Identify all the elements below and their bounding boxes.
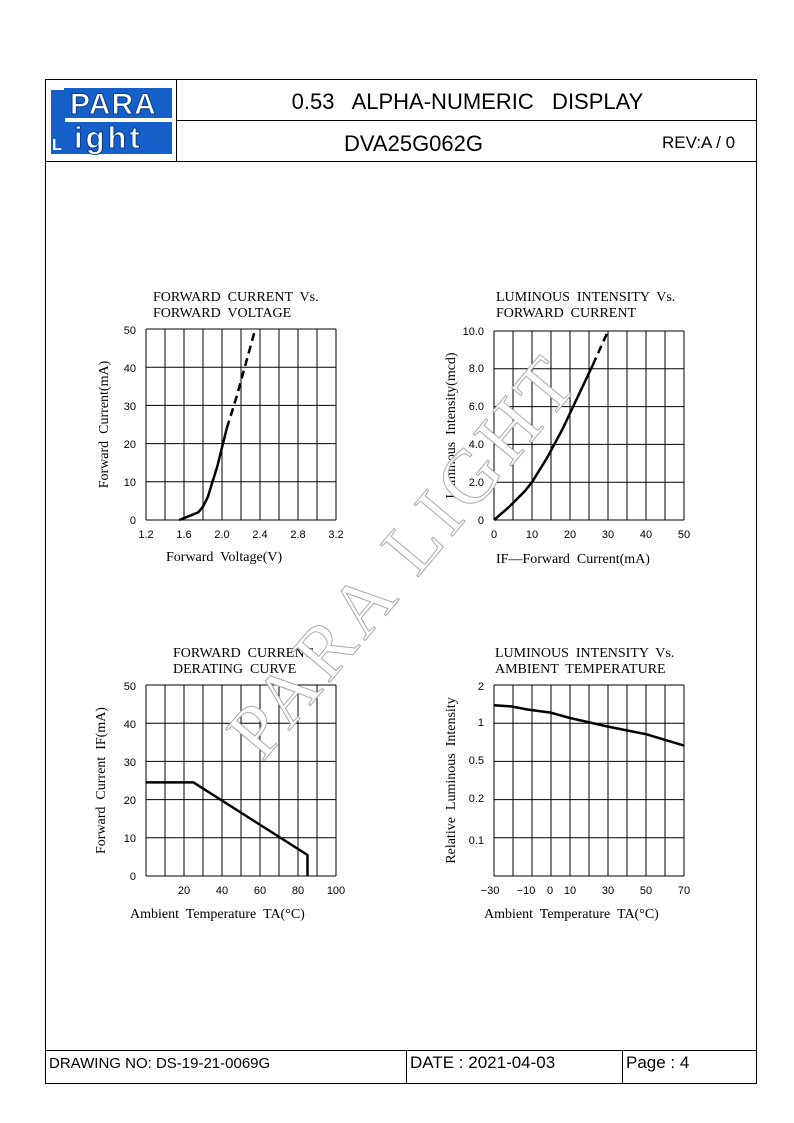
y-tick-label: 1 xyxy=(478,717,484,729)
x-axis-label: IF—Forward Current(mA) xyxy=(496,552,650,567)
x-tick-label: 30 xyxy=(602,885,614,897)
header-divider-bottom xyxy=(45,161,757,162)
y-tick-label: 20 xyxy=(124,439,136,451)
footer-divider-top xyxy=(45,1050,757,1051)
page-number: Page : 4 xyxy=(626,1053,690,1072)
x-tick-label: 0 xyxy=(547,885,553,897)
para-light-logo: PARA ight L xyxy=(50,84,174,156)
x-tick-label: 20 xyxy=(178,885,190,897)
page-frame xyxy=(45,79,757,1084)
x-tick-label: 2.8 xyxy=(290,529,305,541)
chart-1: FORWARD CURRENT Vs.FORWARD VOLTAGE 1.2 1.6… xyxy=(97,290,344,565)
y-tick-label: 10 xyxy=(124,833,136,845)
x-tick-label: 50 xyxy=(678,529,690,541)
chart-4: LUMINOUS INTENSITY Vs.AMBIENT TEMPERATUR… xyxy=(444,646,690,922)
footer-divider-2 xyxy=(622,1050,623,1084)
y-tick-label: 50 xyxy=(124,681,136,693)
y-tick-label: 2 xyxy=(478,681,484,693)
y-tick-label: 20 xyxy=(124,795,136,807)
x-tick-label: 80 xyxy=(292,885,304,897)
header-divider-middle xyxy=(176,120,756,121)
x-tick-label: 100 xyxy=(327,885,345,897)
x-tick-label: 40 xyxy=(640,529,652,541)
drawing-number: DRAWING NO: DS-19-21-0069G xyxy=(49,1055,271,1072)
x-tick-label: 50 xyxy=(640,885,652,897)
y-tick-label: 50 xyxy=(124,325,136,337)
x-tick-label: 1.6 xyxy=(176,529,191,541)
x-tick-label: 0 xyxy=(491,529,497,541)
x-tick-label: −30 xyxy=(481,885,500,897)
chart-title: FORWARD CURRENT Vs. xyxy=(153,290,319,305)
x-tick-label: 2.0 xyxy=(214,529,229,541)
x-tick-label: 70 xyxy=(678,885,690,897)
y-axis-label: Forward Current(mA) xyxy=(97,360,112,488)
chart-title: FORWARD VOLTAGE xyxy=(153,306,291,321)
x-tick-label: 3.2 xyxy=(328,529,343,541)
x-tick-label: 2.4 xyxy=(252,529,267,541)
x-axis-label: Forward Voltage(V) xyxy=(166,550,282,565)
x-tick-label: 30 xyxy=(602,529,614,541)
svg-text:ight: ight xyxy=(74,120,143,155)
svg-text:PARA: PARA xyxy=(70,88,157,121)
part-number: DVA25G062G xyxy=(344,131,484,156)
y-tick-label: 30 xyxy=(124,757,136,769)
x-tick-label: −10 xyxy=(517,885,536,897)
x-tick-label: 10 xyxy=(564,885,576,897)
y-tick-label: 0.2 xyxy=(469,793,484,805)
x-tick-label: 1.2 xyxy=(138,529,153,541)
footer-divider-1 xyxy=(406,1050,407,1084)
y-tick-label: 10.0 xyxy=(463,326,484,338)
revision: REV:A / 0 xyxy=(662,133,736,152)
chart-title: AMBIENT TEMPERATURE xyxy=(495,662,666,677)
y-tick-label: 4.0 xyxy=(469,439,484,451)
series-line-dashed xyxy=(225,328,257,429)
chart-title: DERATING CURVE xyxy=(173,662,296,677)
y-tick-label: 0 xyxy=(478,515,484,527)
y-tick-label: 0 xyxy=(130,871,136,883)
y-tick-label: 0.1 xyxy=(469,835,484,847)
series-line xyxy=(146,781,309,876)
x-tick-label: 20 xyxy=(564,529,576,541)
chart-title: FORWARD CURRENT xyxy=(496,306,636,321)
y-tick-label: 2.0 xyxy=(469,477,484,489)
series-line xyxy=(493,704,685,747)
chart-title: LUMINOUS INTENSITY Vs. xyxy=(496,290,675,305)
y-tick-label: 8.0 xyxy=(469,363,484,375)
y-axis-label: Forward Current IF(mA) xyxy=(94,707,109,854)
x-axis-label: Ambient Temperature TA(°C) xyxy=(484,907,659,922)
document-title: 0.53 ALPHA-NUMERIC DISPLAY xyxy=(291,89,644,114)
x-tick-label: 60 xyxy=(254,885,266,897)
x-axis-label: Ambient Temperature TA(°C) xyxy=(130,907,305,922)
y-tick-label: 40 xyxy=(124,363,136,375)
y-tick-label: 0 xyxy=(130,515,136,527)
series-line xyxy=(178,427,229,522)
svg-text:L: L xyxy=(52,137,62,154)
x-tick-label: 40 xyxy=(216,885,228,897)
series-line-dashed xyxy=(591,330,610,366)
series-line xyxy=(493,364,594,521)
chart-title: FORWARD CURRENT xyxy=(173,646,313,661)
y-tick-label: 0.5 xyxy=(469,755,484,767)
chart-2: LUMINOUS INTENSITY Vs.FORWARD CURRENT 0 10… xyxy=(444,290,690,567)
date: DATE : 2021-04-03 xyxy=(410,1053,556,1072)
chart-title: LUMINOUS INTENSITY Vs. xyxy=(495,646,674,661)
y-tick-label: 10 xyxy=(124,477,136,489)
y-tick-label: 30 xyxy=(124,401,136,413)
x-tick-label: 10 xyxy=(526,529,538,541)
y-axis-label: Luminous Intensity(mcd) xyxy=(444,352,459,499)
y-tick-label: 6.0 xyxy=(469,401,484,413)
y-axis-label: Relative Luminous Intensity xyxy=(444,697,459,863)
y-tick-label: 40 xyxy=(124,719,136,731)
